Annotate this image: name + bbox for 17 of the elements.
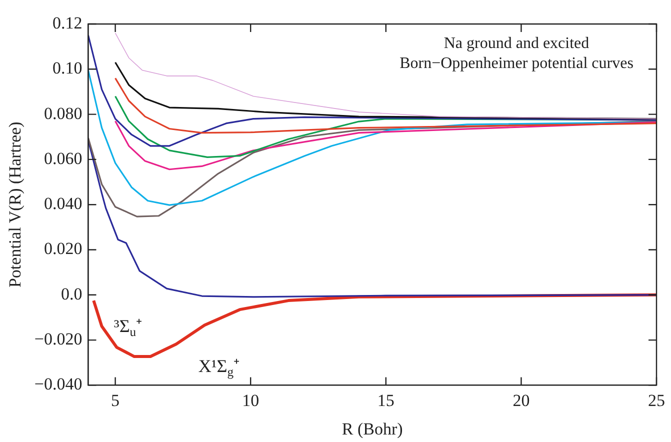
y-tick-label: −0.040: [34, 374, 82, 394]
x-axis-title: R (Bohr): [342, 419, 403, 438]
y-tick-label: 0.080: [44, 104, 82, 123]
y-tick-label: −0.020: [34, 330, 82, 349]
x-tick-label: 15: [377, 390, 394, 410]
y-axis-title: Potential V(R) (Hartree): [6, 122, 25, 288]
x-tick-label: 20: [512, 390, 530, 410]
x-tick-label: 5: [111, 390, 120, 410]
y-tick-label: 0.10: [52, 58, 82, 78]
y-tick-label: 0.0: [60, 284, 82, 304]
text: Na ground and excited Born−Oppenheimer potential curves: [400, 35, 634, 72]
y-tick-label: 0.060: [44, 148, 82, 168]
y-tick-label: 0.12: [52, 13, 82, 32]
y-tick-label: 0.040: [44, 194, 82, 214]
y-tick-label: 0.020: [44, 239, 82, 258]
x-tick-label: 10: [242, 390, 260, 410]
x-tick-label: 25: [648, 390, 665, 410]
